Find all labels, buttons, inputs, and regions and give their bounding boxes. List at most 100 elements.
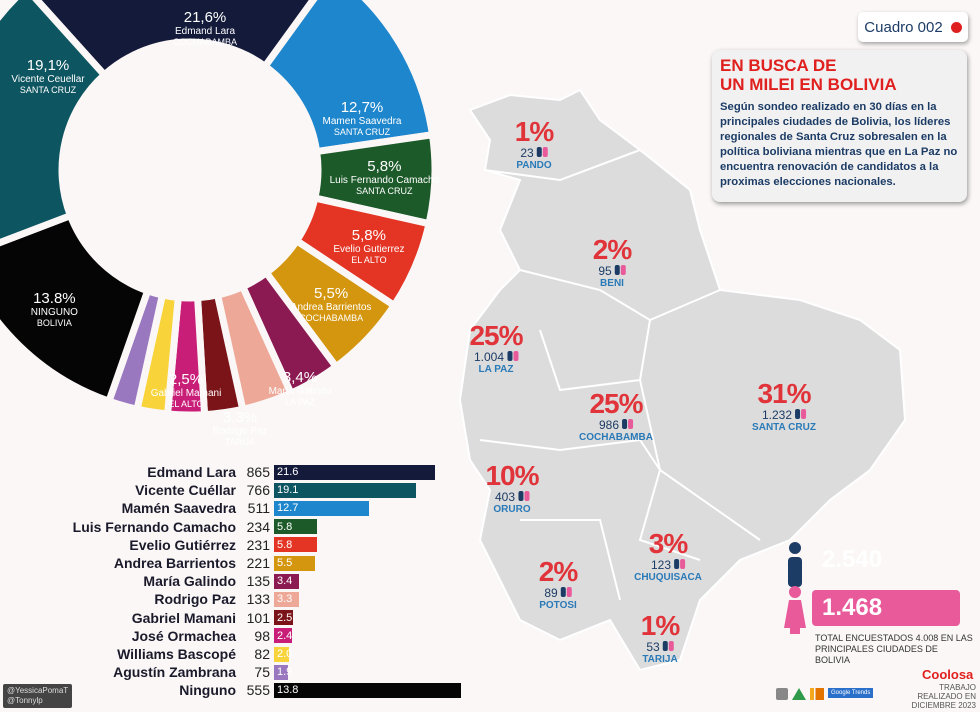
dept-count: 123 — [650, 558, 672, 572]
dept-pct: 10% — [485, 460, 539, 491]
woman-icon — [566, 587, 572, 597]
men-total: 2.540 — [822, 546, 883, 573]
dept-count: 23 — [520, 146, 534, 160]
bar-row: Williams Bascopé 82 2.0 — [0, 645, 292, 663]
bar-count: 221 — [246, 555, 270, 571]
department-potosi: 2% 89 POTOSI — [538, 556, 578, 612]
bar-label: Luis Fernando Camacho — [72, 518, 236, 535]
bar: 19.1 — [274, 482, 417, 498]
bar: 3.3 — [274, 591, 299, 607]
map-border — [639, 379, 761, 541]
dept-pct: 31% — [757, 378, 811, 409]
bar-row: Andrea Barrientos 221 5.5 — [0, 554, 315, 572]
bar-label: Rodrigo Paz — [154, 591, 236, 608]
slice-name: NINGUNO — [30, 307, 78, 319]
brand-logo: Coolosa — [922, 667, 974, 682]
map-border — [479, 438, 701, 561]
bar-row: Vicente Cuéllar 766 19.1 — [0, 481, 417, 499]
department-chuquisaca: 3% 123 CHUQUISACA — [634, 530, 702, 584]
bar-label: Evelio Gutiérrez — [129, 536, 236, 553]
donut-label: 3,4% María Galindo LA PAZ — [268, 370, 332, 408]
slice-pct: 2,5% — [168, 371, 204, 388]
bar: 2.4 — [274, 628, 292, 644]
slice-pct: 19,1% — [26, 57, 70, 74]
bar-row: Mamén Saavedra 511 12.7 — [0, 499, 369, 517]
dept-name: POTOSI — [539, 600, 577, 611]
slice-name: Luis Fernando Camacho — [329, 175, 440, 187]
women-total: 1.468 — [812, 590, 960, 626]
bar-label: Ninguno — [179, 682, 236, 699]
dept-name: SANTA CRUZ — [752, 422, 816, 433]
dept-count: 986 — [598, 418, 620, 432]
bar: 3.4 — [274, 573, 300, 589]
man-icon — [560, 587, 566, 597]
cuadro-badge: Cuadro 002 — [858, 12, 968, 42]
man-icon — [614, 265, 620, 275]
social-handles: @YessicaPomaT @Tonnylp — [3, 684, 73, 708]
woman-icon — [620, 265, 626, 275]
bar-row: Ninguno 555 13.8 — [0, 681, 461, 699]
bar-count: 865 — [246, 464, 270, 480]
dept-pct: 1% — [640, 610, 680, 641]
handle-1: @YessicaPomaT — [7, 686, 69, 695]
dept-count: 403 — [494, 490, 516, 504]
dept-name: TARIJA — [642, 654, 678, 665]
dept-count: 1.232 — [761, 408, 793, 422]
slice-name: Evelio Gutierrez — [333, 244, 405, 256]
slice-region: LA PAZ — [285, 397, 315, 407]
slice-name: Mamen Saavedra — [322, 116, 402, 127]
bar-row: Luis Fernando Camacho 234 5.8 — [0, 518, 318, 536]
man-icon — [662, 641, 668, 651]
donut-label: 5,8% Luis Fernando Camacho SANTA CRUZ — [329, 159, 440, 197]
slice-pct: 3.3% — [222, 409, 258, 426]
department-oruro: 10% 403 ORURO — [485, 460, 539, 516]
woman-icon — [680, 559, 686, 569]
department-pando: 1% 23 PANDO — [514, 116, 554, 172]
bar-label: Agustín Zambrana — [113, 664, 236, 681]
bar-label: Vicente Cuéllar — [135, 482, 236, 499]
bar-label: Edmand Lara — [147, 464, 236, 480]
man-icon — [622, 419, 628, 429]
bar-count: 231 — [246, 536, 270, 553]
department-beni: 2% 95 BENI — [593, 236, 632, 290]
dept-count: 89 — [544, 586, 558, 600]
bar-row: Agustín Zambrana 75 1.9 — [0, 663, 292, 681]
donut-label: 21,6% Edmand Lara COCHABAMBA — [173, 9, 237, 48]
man-icon — [507, 351, 513, 361]
slice-region: SANTA CRUZ — [333, 127, 391, 137]
dept-count: 95 — [598, 264, 612, 278]
donut-chart — [0, 0, 439, 419]
donut-label: 13.8% NINGUNO BOLIVIA — [30, 290, 78, 329]
man-icon — [536, 147, 542, 157]
bar-label: Gabriel Mamani — [131, 609, 236, 626]
bar: 5.8 — [274, 537, 318, 553]
slice-pct: 5,5% — [313, 284, 349, 302]
slice-pct: 5,8% — [351, 227, 386, 245]
title-line2: UN MILEI EN BOLIVIA — [720, 75, 897, 94]
department-tarija: 1% 53 TARIJA — [640, 610, 680, 666]
slice-region: EL ALTO — [168, 399, 204, 409]
slice-pct: 13.8% — [33, 290, 76, 308]
donut-slice — [0, 211, 153, 406]
slice-name: Gabriel Mamani — [150, 388, 222, 399]
bar-row: Evelio Gutiérrez 231 5.8 — [0, 536, 318, 554]
donut-label: 5,8% Evelio Gutierrez EL ALTO — [333, 227, 405, 266]
slice-pct: 21,6% — [183, 9, 227, 26]
slice-name: Vicente Ceuellar — [11, 74, 85, 85]
bar-row: María Galindo 135 3.4 — [0, 572, 300, 590]
slice-name: María Galindo — [268, 386, 332, 397]
cuadro-label: Cuadro 002 — [864, 18, 943, 36]
database-icon — [776, 688, 788, 700]
bar: 5.8 — [274, 519, 318, 535]
dept-pct: 1% — [514, 116, 554, 147]
bar-count: 98 — [254, 627, 270, 644]
bar-count: 766 — [246, 482, 270, 499]
map-border — [519, 269, 721, 322]
dept-pct: 2% — [538, 556, 578, 587]
man-icon — [674, 559, 680, 569]
slice-region: SANTA CRUZ — [356, 186, 413, 197]
bar: 21.6 — [274, 464, 435, 480]
slice-region: TARIJA — [224, 437, 256, 447]
map-border — [520, 519, 621, 601]
